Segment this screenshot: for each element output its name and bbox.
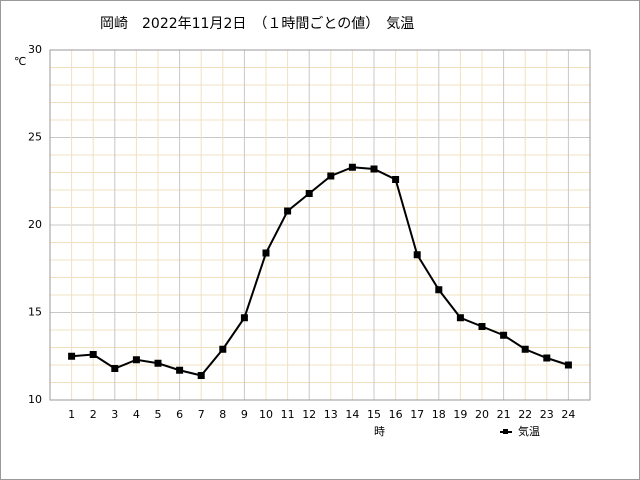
x-tick-label: 20 [475,408,489,421]
plot-border [49,49,591,401]
point [478,323,486,330]
y-tick-label: 10 [28,393,42,406]
x-tick-label: 16 [389,408,403,421]
point [543,354,551,362]
point [111,365,119,372]
x-tick-label: 13 [324,408,338,421]
point [262,249,270,257]
point [68,352,76,360]
x-axis-label: 時 [374,425,385,438]
point [521,345,529,353]
x-tick-label: 22 [518,408,532,421]
point [348,163,356,171]
point [370,165,378,173]
y-tick-label: 15 [28,306,42,319]
legend-label: 気温 [518,424,540,438]
point [392,176,400,183]
point [176,366,184,374]
point [219,345,227,353]
x-tick-label: 17 [410,408,424,421]
x-tick-label: 24 [561,408,575,421]
y-tick-label: 20 [28,218,42,231]
legend-marker [503,429,508,434]
line [71,166,569,377]
x-tick-label: 23 [540,408,554,421]
x-tick-label: 7 [198,408,205,421]
x-tick-label: 6 [176,408,183,421]
x-tick-label: 9 [241,408,248,421]
y-tick-label: 30 [28,43,42,56]
x-tick-label: 10 [259,408,273,421]
point [435,286,443,294]
point [89,351,97,358]
x-tick-label: 4 [133,408,140,421]
point [413,251,421,259]
point [305,190,313,197]
x-tick-label: 15 [367,408,381,421]
point [154,359,162,367]
point [240,314,248,322]
x-tick-label: 2 [90,408,97,421]
chart-title: 岡崎 2022年11月2日 （１時間ごとの値） 気温 [100,16,414,32]
x-tick-label: 18 [432,408,446,421]
x-tick-label: 1 [68,408,75,421]
x-tick-label: 12 [302,408,316,421]
point [500,331,508,339]
x-tick-label: 8 [219,408,226,421]
point [456,314,464,322]
x-tick-label: 11 [281,408,295,421]
point [132,356,140,364]
point [284,207,292,215]
point [327,172,335,180]
y-tick-label: 25 [28,131,42,144]
x-tick-label: 19 [453,408,467,421]
x-tick-label: 5 [155,408,162,421]
x-tick-label: 3 [111,408,118,421]
x-tick-label: 21 [497,408,511,421]
point [197,372,205,379]
point [564,361,572,369]
y-unit: ℃ [14,55,26,68]
x-tick-label: 14 [345,408,359,421]
